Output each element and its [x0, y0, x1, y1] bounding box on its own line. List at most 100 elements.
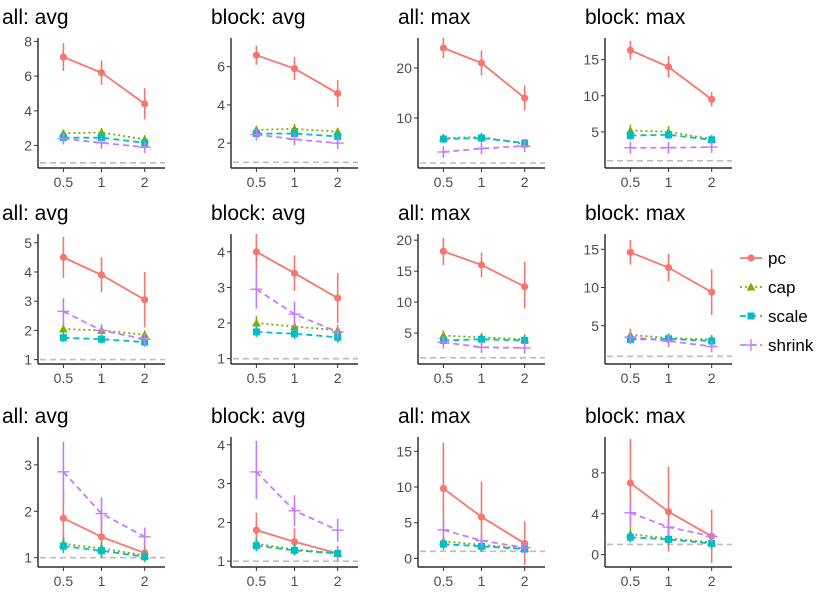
scale-line [443, 338, 525, 342]
panel-title: block: max [585, 202, 686, 225]
scale-line [630, 536, 712, 545]
scale-point [439, 540, 447, 548]
shrink-point [624, 331, 637, 344]
panel-11: all: max 0 5 10 15 0.5 1 2 [396, 405, 545, 589]
panel-title: block: avg [211, 6, 306, 29]
x-tick-label: 0.5 [54, 370, 74, 386]
legend-label: cap [768, 278, 795, 297]
legend-marker [747, 312, 755, 320]
shrink-line [443, 145, 525, 153]
scale-line [63, 336, 145, 343]
y-tick-label: 0 [404, 550, 412, 566]
x-tick-label: 1 [291, 370, 299, 386]
x-tick-label: 1 [665, 370, 673, 386]
scale-line [256, 132, 338, 138]
x-tick-label: 2 [521, 370, 529, 386]
pc-point [664, 264, 673, 272]
scale-line [256, 544, 338, 555]
shrink-point [288, 308, 301, 321]
y-tick-label: 6 [217, 59, 225, 75]
cap-point [97, 128, 106, 136]
pc-point [97, 271, 106, 279]
scale-point [334, 549, 342, 557]
shrink-point [138, 333, 151, 346]
scale-point [708, 136, 716, 144]
shrink-line [256, 133, 338, 145]
scale-line [630, 133, 712, 141]
y-tick-label: 5 [591, 318, 599, 334]
shrink-point [250, 465, 263, 478]
y-tick-label: 8 [24, 33, 32, 49]
y-tick-label: 15 [583, 52, 599, 68]
legend-marker [746, 282, 756, 291]
pc-point [59, 514, 67, 522]
x-tick-label: 0.5 [434, 573, 454, 589]
shrink-point [705, 141, 718, 154]
x-tick-label: 0.5 [621, 573, 641, 589]
y-tick-label: 3 [24, 293, 32, 309]
pc-point [626, 248, 635, 256]
x-tick-label: 0.5 [434, 370, 454, 386]
scale-line [63, 545, 145, 558]
y-tick-label: 20 [396, 60, 412, 76]
x-tick-label: 1 [478, 174, 486, 190]
x-tick-label: 0.5 [434, 174, 454, 190]
scale-point [626, 533, 634, 541]
y-tick-label: 6 [24, 68, 32, 84]
scale-line [63, 136, 145, 144]
panel-title: all: avg [2, 202, 69, 225]
y-tick-label: 10 [583, 280, 599, 296]
shrink-point [138, 530, 151, 543]
scale-point [59, 334, 67, 342]
pc-point [477, 261, 486, 269]
panel-title: block: max [585, 6, 686, 29]
shrink-point [437, 336, 450, 349]
series-pc [59, 236, 149, 328]
y-tick-label: 0 [591, 547, 599, 563]
shrink-point [95, 324, 108, 337]
panel-4: block: max 5 10 15 0.5 1 2 [583, 6, 732, 190]
pc-point [664, 63, 673, 71]
shrink-line [630, 511, 712, 538]
shrink-point [57, 132, 70, 145]
series-pc [626, 240, 716, 316]
shrink-point [518, 140, 531, 152]
scale-point [98, 335, 105, 343]
x-tick-label: 2 [521, 573, 529, 589]
x-tick-label: 0.5 [621, 174, 641, 190]
shrink-point [475, 341, 488, 354]
panel-title: all: avg [2, 6, 69, 29]
y-tick-label: 15 [583, 241, 599, 257]
shrink-line [443, 528, 525, 549]
shrink-line [255, 288, 339, 333]
pc-point [477, 513, 486, 521]
shrink-point [95, 136, 108, 149]
x-tick-label: 0.5 [247, 370, 267, 386]
scale-point [291, 546, 298, 554]
y-tick-label: 4 [24, 264, 32, 280]
pc-line [630, 49, 713, 101]
scale-point [708, 539, 716, 547]
cap-line [443, 334, 525, 341]
panel-title: all: avg [2, 405, 69, 428]
panel-2: block: avg 2 4 6 0.5 1 2 [211, 6, 358, 190]
y-tick-label: 20 [396, 232, 412, 248]
y-tick-label: 1 [217, 351, 225, 367]
legend: pc cap scale shrink [740, 249, 814, 355]
panel-10: block: avg 1 2 3 4 0.5 1 2 [211, 405, 358, 589]
series-shrink [437, 140, 531, 158]
panel-title: block: avg [211, 405, 306, 428]
series-shrink [624, 330, 718, 353]
x-tick-label: 0.5 [54, 573, 74, 589]
shrink-line [255, 471, 339, 531]
x-tick-label: 0.5 [247, 573, 267, 589]
pc-point [439, 247, 447, 255]
legend-label: shrink [768, 336, 814, 355]
series-scale [439, 134, 529, 147]
y-tick-label: 5 [404, 325, 412, 341]
pc-point [708, 288, 716, 296]
series-scale [59, 134, 149, 147]
panel-3: all: max 10 20 0.5 1 2 [396, 6, 545, 190]
x-tick-label: 1 [291, 573, 299, 589]
shrink-line [63, 137, 145, 149]
